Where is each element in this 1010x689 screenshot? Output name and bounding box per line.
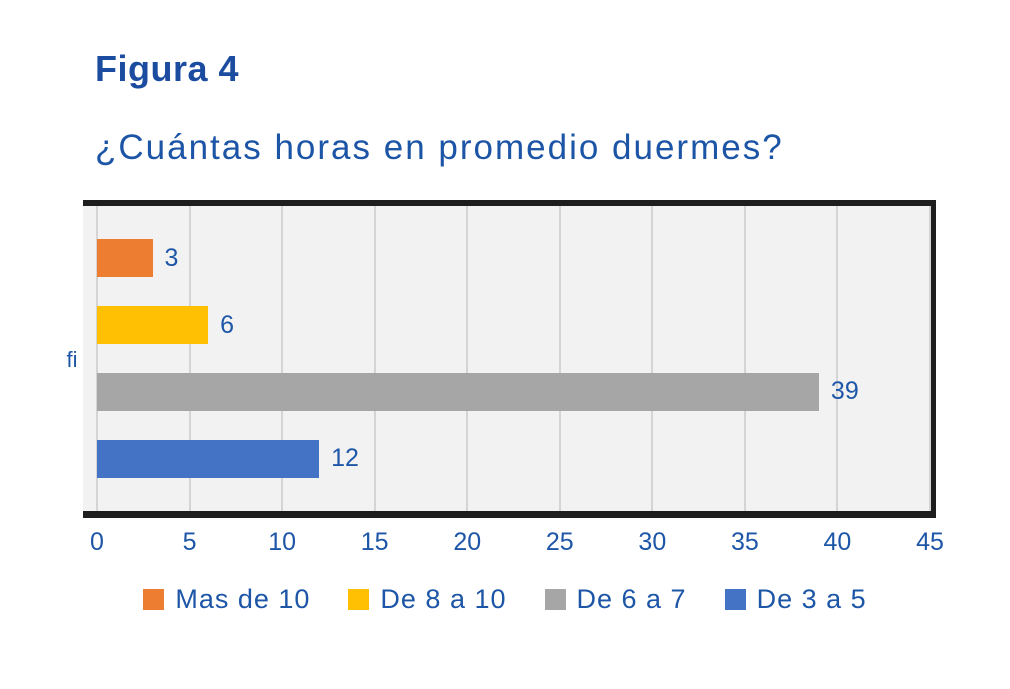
x-tick-label: 5 bbox=[182, 528, 197, 556]
x-tick-label: 45 bbox=[916, 528, 944, 556]
chart-question-title: ¿Cuántas horas en promedio duermes? bbox=[95, 128, 784, 167]
gridline bbox=[651, 206, 654, 511]
gridline bbox=[188, 206, 191, 511]
legend-swatch bbox=[348, 589, 370, 610]
x-tick-label: 35 bbox=[730, 528, 759, 556]
legend-item: De 8 a 10 bbox=[348, 586, 506, 613]
legend-item: De 6 a 7 bbox=[544, 584, 687, 614]
x-tick-label: 10 bbox=[268, 528, 297, 556]
legend: Mas de 10 De 8 a 10 De 6 a 7 De 3 a 5 bbox=[0, 586, 1010, 613]
x-tick-label: 30 bbox=[638, 528, 667, 556]
bar-mas-de-10 bbox=[97, 239, 153, 278]
bar-row: 6 bbox=[97, 292, 930, 359]
bar-row: 12 bbox=[97, 425, 930, 492]
bar-value-label: 39 bbox=[830, 377, 859, 406]
x-axis: 0 5 10 15 20 25 30 35 40 45 bbox=[90, 528, 944, 558]
gridline bbox=[929, 206, 931, 511]
gridline bbox=[466, 206, 469, 511]
bar-rows: 3 6 39 12 bbox=[97, 206, 930, 511]
gridline bbox=[558, 206, 561, 511]
x-tick-label: 40 bbox=[823, 528, 852, 556]
bar-row: 3 bbox=[97, 225, 930, 292]
bar-de-8-a-10 bbox=[97, 306, 209, 345]
legend-item: Mas de 10 bbox=[143, 586, 310, 613]
legend-swatch bbox=[724, 589, 746, 610]
legend-label: Mas de 10 bbox=[175, 584, 311, 614]
gridline bbox=[836, 206, 839, 511]
gridline bbox=[743, 206, 746, 511]
plot-area: 3 6 39 12 bbox=[96, 206, 931, 511]
y-axis-label: fi bbox=[66, 347, 78, 372]
bar-value-label: 6 bbox=[220, 310, 234, 339]
x-tick-label: 15 bbox=[360, 528, 389, 556]
legend-swatch bbox=[544, 589, 566, 610]
legend-label: De 8 a 10 bbox=[380, 584, 507, 614]
bar-chart-frame: 3 6 39 12 bbox=[83, 200, 936, 518]
gridline bbox=[96, 206, 98, 511]
x-tick-label: 0 bbox=[90, 528, 104, 556]
legend-item: De 3 a 5 bbox=[724, 584, 867, 614]
gridline bbox=[281, 206, 284, 511]
bar-de-6-a-7 bbox=[97, 372, 819, 411]
legend-label: De 6 a 7 bbox=[576, 584, 687, 614]
bar-value-label: 12 bbox=[331, 444, 359, 473]
legend-swatch bbox=[143, 589, 165, 610]
gridline bbox=[373, 206, 376, 511]
bar-row: 39 bbox=[97, 359, 930, 426]
bar-value-label: 3 bbox=[164, 243, 179, 272]
bar-de-3-a-5 bbox=[97, 439, 320, 478]
x-tick-label: 20 bbox=[453, 528, 482, 556]
legend-label: De 3 a 5 bbox=[756, 584, 867, 614]
x-tick-label: 25 bbox=[545, 528, 574, 556]
figure-label: Figura 4 bbox=[95, 48, 240, 89]
